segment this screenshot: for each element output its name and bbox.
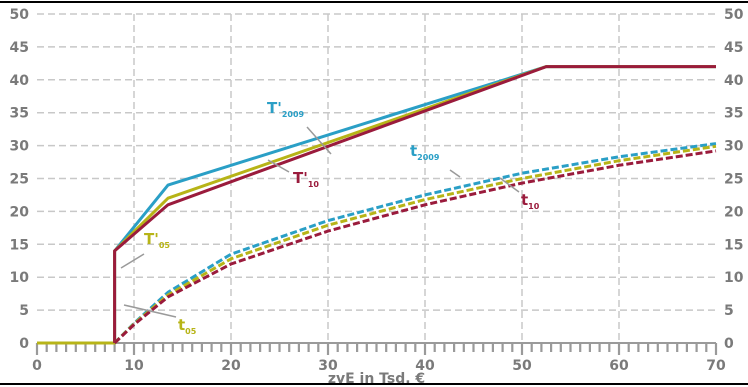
y-tick-label-right: 35 [724, 106, 743, 122]
series-label-main: t [521, 191, 528, 209]
series-label: T'10 [293, 169, 319, 189]
x-tick-label: 70 [706, 358, 726, 374]
y-tick-label-right: 30 [724, 139, 744, 155]
y-tick-label-right: 0 [724, 336, 734, 352]
series-label-main: T' [267, 99, 282, 117]
label-leader-line [123, 304, 177, 318]
y-tick-label-right: 25 [724, 172, 743, 188]
series-label-sub: 05 [159, 241, 171, 250]
series-label: T'05 [144, 230, 170, 250]
x-tick-label: 60 [609, 358, 629, 374]
y-tick-label-left: 35 [10, 106, 29, 122]
x-axis: 0 10 20 30 40 50 60 70 [32, 358, 726, 374]
y-axis-left: 0 5 10 15 20 25 30 35 40 45 50 [10, 7, 30, 352]
x-tick-label: 50 [512, 358, 532, 374]
series-label-sub: 10 [528, 202, 540, 211]
series-line [37, 65, 716, 345]
y-tick-label-left: 0 [19, 336, 29, 352]
series-label: t05 [178, 316, 197, 336]
label-leader-line [120, 253, 145, 269]
series-line [113, 65, 716, 343]
series-label-sub: 2009 [282, 110, 305, 119]
y-tick-label-left: 50 [10, 7, 30, 23]
y-tick-label-left: 5 [19, 303, 29, 319]
series-line [113, 65, 716, 343]
label-leader-line [449, 169, 461, 178]
grid [37, 13, 716, 343]
x-tick-label: 20 [221, 358, 241, 374]
label-leader-line [499, 177, 520, 193]
y-tick-label-right: 5 [724, 303, 734, 319]
label-leader-line [306, 126, 332, 155]
y-tick-label-left: 25 [10, 172, 29, 188]
series-label: t10 [521, 191, 540, 211]
y-tick-label-left: 15 [10, 237, 29, 253]
series-label-sub: 05 [185, 327, 197, 336]
x-tick-label: 30 [318, 358, 338, 374]
series-group [37, 65, 717, 345]
series-label: T'2009 [267, 99, 305, 119]
x-tick-label: 0 [32, 358, 42, 374]
label-leader-line [267, 159, 290, 173]
series-label-main: T' [293, 169, 308, 187]
y-tick-label-right: 45 [724, 40, 743, 56]
series-label-main: t [410, 142, 417, 160]
y-tick-label-left: 40 [10, 73, 30, 89]
series-label-main: t [178, 316, 185, 334]
series-label: t2009 [410, 142, 440, 162]
y-tick-label-right: 15 [724, 237, 743, 253]
x-tick-label: 10 [124, 358, 144, 374]
series-label-sub: 10 [308, 180, 320, 189]
series-label-main: T' [144, 230, 159, 248]
y-tick-label-right: 10 [724, 270, 744, 286]
y-axis-right: 0 5 10 15 20 25 30 35 40 45 50 [724, 7, 744, 352]
y-tick-label-left: 10 [10, 270, 30, 286]
series-line [113, 149, 717, 345]
x-axis-label: zvE in Tsd. € [328, 371, 425, 387]
y-tick-label-right: 20 [724, 204, 744, 220]
y-tick-label-left: 45 [10, 40, 29, 56]
y-tick-label-right: 50 [724, 7, 744, 23]
y-tick-label-left: 20 [10, 204, 30, 220]
y-tick-label-left: 30 [10, 139, 30, 155]
series-label-sub: 2009 [417, 153, 440, 162]
x-tick-label: 40 [415, 358, 435, 374]
y-tick-label-right: 40 [724, 73, 744, 89]
